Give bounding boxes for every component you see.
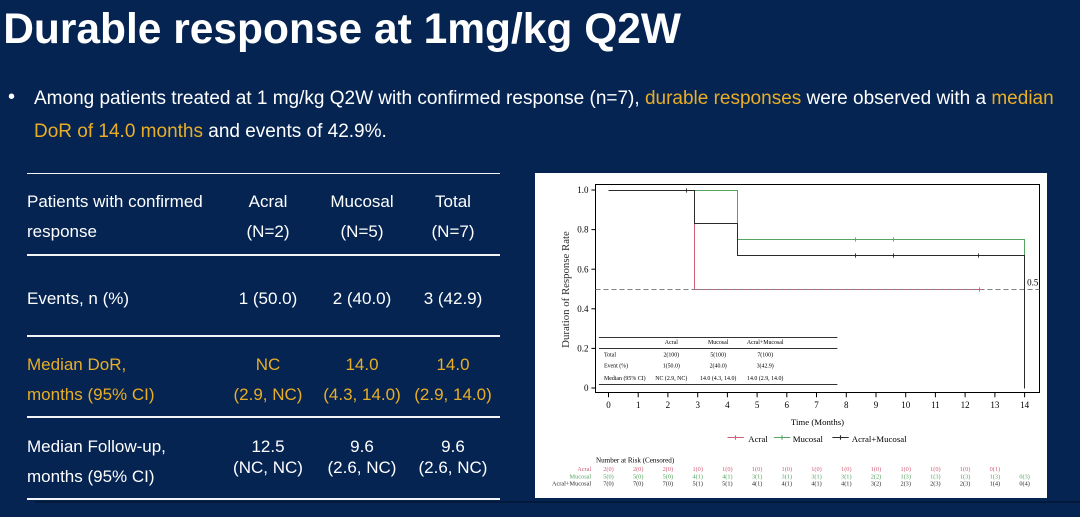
svg-text:3(2): 3(2) [871,481,882,488]
svg-text:Event (%): Event (%) [604,363,628,370]
svg-text:1(3): 1(3) [990,474,1001,481]
svg-text:7(0): 7(0) [633,481,644,488]
svg-text:Mucosal: Mucosal [570,474,592,481]
svg-text:14.0 (4.3, 14.0): 14.0 (4.3, 14.0) [700,375,736,382]
svg-text:Mucosal: Mucosal [793,434,824,444]
svg-text:1.0: 1.0 [577,185,589,195]
svg-text:0: 0 [584,383,589,393]
svg-text:0.6: 0.6 [577,264,589,274]
svg-text:2: 2 [666,400,671,410]
svg-text:Duration of Response Rate: Duration of Response Rate [560,231,572,348]
svg-text:2(2): 2(2) [871,474,882,481]
svg-text:7: 7 [814,400,819,410]
svg-text:0(3): 0(3) [1019,474,1030,481]
svg-text:2(3): 2(3) [930,481,941,488]
svg-text:0(1): 0(1) [990,466,1001,473]
svg-text:1(0): 1(0) [841,466,852,473]
svg-text:Acral+Mucosal: Acral+Mucosal [747,340,784,346]
svg-text:0.4: 0.4 [577,304,589,314]
svg-text:1(0): 1(0) [811,466,822,473]
svg-text:5(100): 5(100) [710,352,726,359]
svg-text:1(3): 1(3) [930,474,941,481]
svg-text:11: 11 [931,400,940,410]
svg-text:14.0 (2.9, 14.0): 14.0 (2.9, 14.0) [747,375,783,382]
svg-text:4(1): 4(1) [752,481,763,488]
svg-text:1(3): 1(3) [900,474,911,481]
svg-text:4: 4 [725,400,730,410]
svg-text:1(0): 1(0) [722,466,733,473]
svg-text:Median (95% CI): Median (95% CI) [604,375,646,382]
svg-text:Acral+Mucosal: Acral+Mucosal [552,481,591,488]
svg-text:4(1): 4(1) [692,474,703,481]
svg-text:1(0): 1(0) [871,466,882,473]
svg-text:2(3): 2(3) [900,481,911,488]
svg-text:Acral: Acral [577,466,591,473]
svg-text:5(0): 5(0) [603,474,614,481]
svg-text:1(0): 1(0) [900,466,911,473]
svg-text:3(1): 3(1) [782,474,793,481]
svg-text:7(0): 7(0) [603,481,614,488]
svg-text:3(1): 3(1) [752,474,763,481]
svg-text:10: 10 [901,400,911,410]
svg-text:NC (2.9, NC): NC (2.9, NC) [655,375,687,382]
svg-text:2(3): 2(3) [960,481,971,488]
svg-text:4(1): 4(1) [811,481,822,488]
svg-text:5(0): 5(0) [663,474,674,481]
svg-text:0(4): 0(4) [1019,481,1030,488]
svg-text:1(0): 1(0) [782,466,793,473]
svg-text:1(50.0): 1(50.0) [663,363,680,370]
svg-text:Acral: Acral [665,340,678,346]
svg-text:2(40.0): 2(40.0) [710,363,727,370]
svg-text:1(3): 1(3) [960,474,971,481]
svg-text:1(0): 1(0) [752,466,763,473]
svg-text:3: 3 [695,400,700,410]
svg-text:Acral: Acral [748,434,768,444]
svg-text:6: 6 [785,400,790,410]
svg-text:5(0): 5(0) [633,474,644,481]
svg-text:3(1): 3(1) [811,474,822,481]
svg-text:2(100): 2(100) [663,352,679,359]
svg-text:0.2: 0.2 [577,344,588,354]
svg-text:13: 13 [990,400,1000,410]
svg-text:2(0): 2(0) [633,466,644,473]
svg-text:5(1): 5(1) [692,481,703,488]
svg-text:1(0): 1(0) [930,466,941,473]
svg-text:5(1): 5(1) [722,481,733,488]
svg-text:3(1): 3(1) [841,474,852,481]
svg-text:1(0): 1(0) [692,466,703,473]
svg-text:14: 14 [1020,400,1030,410]
svg-text:7(0): 7(0) [663,481,674,488]
svg-text:1: 1 [636,400,641,410]
svg-text:2(0): 2(0) [663,466,674,473]
svg-text:Total: Total [604,353,616,359]
svg-text:0: 0 [606,400,611,410]
svg-text:0.8: 0.8 [577,225,589,235]
svg-text:3(42.9): 3(42.9) [757,363,774,370]
svg-text:1(4): 1(4) [990,481,1001,488]
svg-text:1(0): 1(0) [960,466,971,473]
svg-text:12: 12 [961,400,970,410]
svg-text:0.5: 0.5 [1027,278,1039,288]
svg-text:8: 8 [844,400,849,410]
svg-text:7(100): 7(100) [757,352,773,359]
svg-text:4(1): 4(1) [841,481,852,488]
svg-text:Number at Risk (Censored): Number at Risk (Censored) [596,456,675,464]
svg-text:Time (Months): Time (Months) [791,417,844,427]
svg-text:Mucosal: Mucosal [708,340,729,346]
svg-text:Acral+Mucosal: Acral+Mucosal [852,434,907,444]
svg-text:2(0): 2(0) [603,466,614,473]
svg-text:4(1): 4(1) [782,481,793,488]
svg-text:9: 9 [874,400,879,410]
svg-text:4(1): 4(1) [722,474,733,481]
svg-text:5: 5 [755,400,760,410]
